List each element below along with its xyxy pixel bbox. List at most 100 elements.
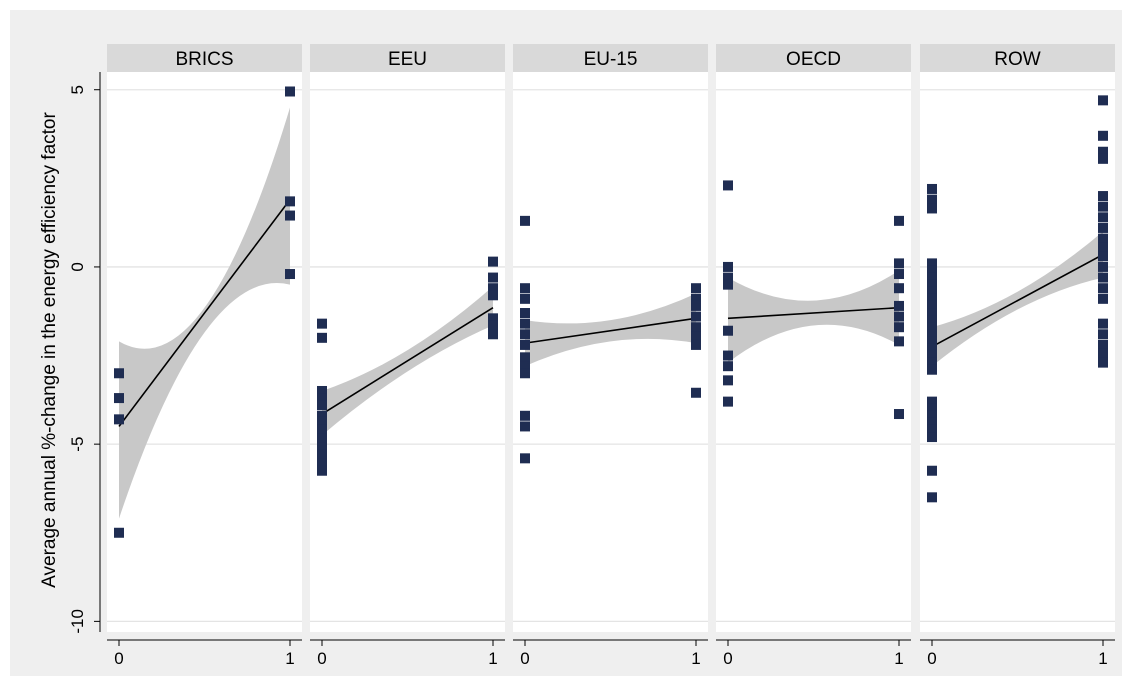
facet-panel-row: ROW 0 1	[920, 44, 1115, 668]
data-point	[488, 320, 498, 331]
data-point	[317, 410, 327, 421]
facet-panel-eu-15: EU-15 0 1	[513, 44, 708, 668]
data-point	[894, 258, 904, 269]
fit-line	[931, 253, 1104, 348]
data-point	[488, 290, 498, 301]
data-point	[317, 400, 327, 411]
data-point	[520, 361, 530, 372]
x-tick-label: 1	[691, 649, 700, 668]
panel-strip	[310, 44, 505, 72]
panel-strip	[920, 44, 1115, 72]
data-point	[927, 272, 937, 283]
data-point	[927, 417, 937, 428]
facet-panel-oecd: OECD 0 1	[716, 44, 911, 668]
data-point	[723, 180, 733, 191]
data-point	[927, 410, 937, 421]
panel-plot-area	[920, 72, 1115, 632]
data-point	[691, 331, 701, 342]
data-point	[488, 313, 498, 324]
data-point	[1098, 212, 1108, 223]
data-point	[317, 393, 327, 404]
data-point	[317, 465, 327, 476]
data-point	[927, 322, 937, 333]
data-point	[723, 272, 733, 283]
data-point	[285, 269, 295, 280]
data-point	[927, 308, 937, 319]
data-point	[894, 283, 904, 294]
data-point	[723, 375, 733, 386]
data-point	[114, 527, 124, 538]
data-point	[114, 414, 124, 425]
data-point	[488, 283, 498, 294]
panel-title: OECD	[786, 49, 841, 70]
fit-line	[727, 306, 900, 320]
x-tick-label: 0	[927, 649, 936, 668]
data-point	[894, 336, 904, 347]
data-point	[1098, 293, 1108, 304]
panel-strip	[513, 44, 708, 72]
panel-title: ROW	[994, 49, 1041, 70]
data-point	[114, 368, 124, 379]
data-point	[317, 424, 327, 435]
data-point	[488, 272, 498, 283]
y-tick-label: -10	[68, 609, 87, 634]
data-point	[723, 350, 733, 361]
panel-strip	[716, 44, 911, 72]
data-point	[927, 396, 937, 407]
data-point	[520, 215, 530, 226]
panel-title: BRICS	[175, 49, 233, 70]
data-point	[927, 258, 937, 269]
fit-line	[321, 307, 494, 415]
data-point	[894, 322, 904, 333]
data-point	[691, 283, 701, 294]
data-point	[927, 203, 937, 214]
data-point	[894, 409, 904, 420]
x-tick-label: 1	[285, 649, 294, 668]
data-point	[927, 336, 937, 347]
data-point	[927, 286, 937, 297]
data-point	[1098, 272, 1108, 283]
data-point	[520, 352, 530, 363]
data-point	[520, 410, 530, 421]
facet-panel-brics: BRICS 0 1	[107, 44, 302, 668]
data-point	[520, 368, 530, 379]
data-point	[927, 183, 937, 194]
data-point	[691, 311, 701, 322]
x-tick-label: 0	[114, 649, 123, 668]
data-point	[894, 269, 904, 280]
data-point	[927, 350, 937, 361]
data-point	[1098, 242, 1108, 253]
data-point	[927, 424, 937, 435]
data-point	[927, 293, 937, 304]
data-point	[317, 332, 327, 343]
data-point	[317, 318, 327, 329]
data-point	[520, 318, 530, 329]
facet-panel-eeu: EEU 0 1	[310, 44, 505, 668]
y-tick-label: 5	[68, 85, 87, 94]
data-point	[1098, 283, 1108, 294]
data-point	[691, 387, 701, 398]
data-point	[317, 442, 327, 453]
data-point	[1098, 191, 1108, 202]
fit-line	[118, 199, 291, 427]
x-tick-label: 0	[520, 649, 529, 668]
data-point	[114, 393, 124, 404]
panel-title: EU-15	[584, 49, 638, 70]
x-tick-label: 1	[1098, 649, 1107, 668]
x-tick-label: 0	[723, 649, 732, 668]
data-point	[285, 210, 295, 221]
data-point	[520, 283, 530, 294]
data-point	[520, 329, 530, 340]
data-point	[927, 279, 937, 290]
data-point	[520, 339, 530, 350]
data-point	[1098, 261, 1108, 272]
x-tick-label: 0	[317, 649, 326, 668]
x-tick-label: 1	[488, 649, 497, 668]
data-point	[1098, 318, 1108, 329]
data-point	[317, 458, 327, 469]
data-point	[520, 453, 530, 464]
panel-strip	[107, 44, 302, 72]
data-point	[1098, 146, 1108, 157]
data-point	[927, 465, 937, 476]
